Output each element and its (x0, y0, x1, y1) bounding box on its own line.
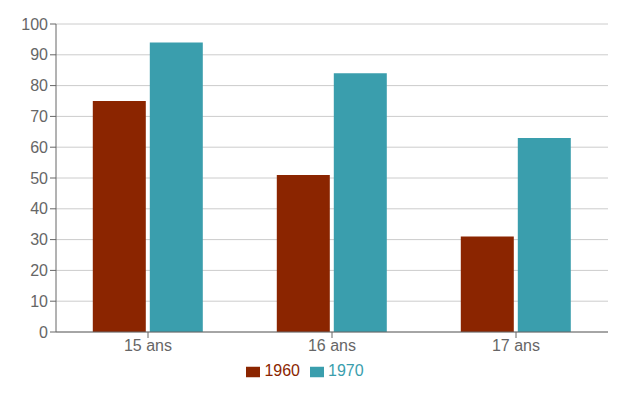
svg-text:80: 80 (30, 77, 48, 94)
html-text:1970: 1970 (328, 362, 364, 379)
svg-text:40: 40 (30, 200, 48, 217)
svg-text:90: 90 (30, 46, 48, 63)
svg-text:10: 10 (30, 293, 48, 310)
html-text:1960: 1960 (264, 362, 300, 379)
svg-text:100: 100 (21, 16, 48, 33)
svg-text:0: 0 (39, 324, 48, 341)
svg-text:50: 50 (30, 170, 48, 187)
svg-text:60: 60 (30, 139, 48, 156)
svg-text:16 ans: 16 ans (308, 337, 356, 354)
svg-text:70: 70 (30, 108, 48, 125)
svg-text:15 ans: 15 ans (124, 337, 172, 354)
svg-text:20: 20 (30, 262, 48, 279)
svg-text:17 ans: 17 ans (492, 337, 540, 354)
svg-text:30: 30 (30, 231, 48, 248)
